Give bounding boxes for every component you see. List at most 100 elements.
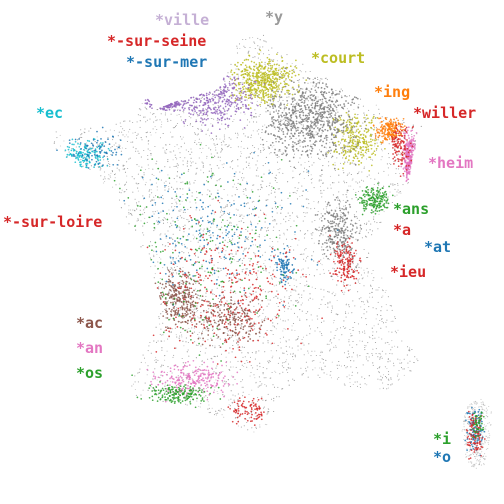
- place-dot: [326, 343, 328, 345]
- place-dot: [253, 206, 256, 208]
- place-dot: [283, 109, 285, 111]
- place-dot: [128, 213, 130, 215]
- place-dot: [174, 154, 176, 156]
- place-dot: [209, 259, 211, 261]
- place-dot: [272, 355, 274, 357]
- place-dot: [283, 232, 285, 234]
- place-dot: [264, 124, 266, 126]
- place-dot: [290, 226, 292, 228]
- place-dot: [279, 119, 282, 121]
- place-dot: [388, 379, 390, 381]
- place-dot: [265, 318, 268, 320]
- place-dot: [191, 264, 193, 266]
- place-dot: [313, 242, 315, 244]
- place-dot: [372, 348, 374, 350]
- place-dot: [350, 185, 352, 187]
- place-dot: [140, 220, 142, 222]
- place-dot: [275, 350, 278, 352]
- place-dot: [252, 367, 254, 369]
- place-dot: [327, 306, 329, 308]
- place-dot: [362, 180, 365, 182]
- place-dot: [299, 318, 301, 320]
- place-dot: [345, 287, 347, 289]
- place-dot: [235, 366, 237, 368]
- place-dot: [317, 82, 319, 84]
- place-dot: [286, 91, 288, 93]
- place-dot: [212, 104, 214, 106]
- place-dot: [266, 413, 268, 415]
- place-dot: [104, 181, 106, 183]
- place-dot: [310, 82, 312, 84]
- place-dot: [247, 156, 249, 158]
- place-dot: [333, 222, 335, 225]
- place-dot: [388, 162, 391, 165]
- place-dot: [243, 188, 245, 190]
- place-dot: [258, 246, 260, 248]
- place-dot: [165, 185, 168, 187]
- place-dot: [259, 246, 261, 248]
- place-dot: [297, 336, 299, 338]
- place-dot: [287, 102, 289, 104]
- place-dot: [357, 356, 359, 358]
- place-dot: [366, 384, 368, 386]
- place-dot: [158, 286, 160, 288]
- place-dot: [230, 222, 232, 224]
- place-dot: [109, 165, 111, 168]
- place-dot: [367, 271, 369, 273]
- place-dot: [314, 86, 316, 88]
- place-dot: [176, 203, 178, 205]
- place-dot: [153, 230, 155, 232]
- place-dot: [210, 234, 212, 236]
- place-dot: [164, 152, 166, 154]
- place-dot: [268, 103, 271, 105]
- place-dot: [259, 113, 261, 116]
- place-dot: [235, 335, 237, 337]
- place-dot: [224, 380, 226, 382]
- place-dot: [366, 299, 368, 301]
- place-dot: [55, 148, 57, 150]
- place-dot: [216, 316, 218, 318]
- place-dot: [320, 350, 322, 352]
- place-dot: [218, 252, 220, 254]
- place-dot: [323, 289, 325, 291]
- place-dot: [257, 386, 259, 388]
- place-dot: [142, 225, 144, 227]
- place-dot: [353, 214, 355, 216]
- place-dot: [285, 221, 287, 223]
- place-dot: [251, 225, 253, 227]
- place-dot: [116, 145, 118, 147]
- place-dot: [367, 300, 369, 302]
- place-dot: [351, 312, 353, 314]
- place-dot: [154, 265, 156, 267]
- place-dot: [221, 232, 223, 234]
- place-dot: [303, 276, 305, 278]
- place-dot: [120, 150, 122, 152]
- place-dot: [340, 214, 342, 216]
- place-dot: [263, 147, 265, 149]
- place-dot: [318, 149, 321, 151]
- place-dot: [240, 152, 242, 155]
- place-dot: [224, 207, 226, 209]
- place-dot: [194, 308, 196, 310]
- place-dot: [313, 260, 315, 262]
- place-dot: [202, 339, 204, 341]
- place-dot: [328, 240, 330, 242]
- place-dot: [311, 238, 313, 240]
- place-dot: [319, 361, 321, 363]
- place-dot: [300, 367, 302, 369]
- place-dot: [167, 300, 169, 302]
- place-dot: [180, 119, 183, 121]
- place-dot: [150, 154, 152, 156]
- place-dot: [287, 77, 289, 79]
- place-dot: [278, 188, 280, 190]
- place-dot: [268, 169, 270, 171]
- place-dot: [238, 278, 240, 280]
- place-dot: [110, 153, 112, 156]
- place-dot: [303, 141, 305, 143]
- place-dot: [320, 262, 322, 264]
- place-dot: [59, 134, 61, 136]
- place-dot: [329, 300, 331, 303]
- place-dot: [251, 402, 253, 404]
- place-dot: [176, 273, 178, 275]
